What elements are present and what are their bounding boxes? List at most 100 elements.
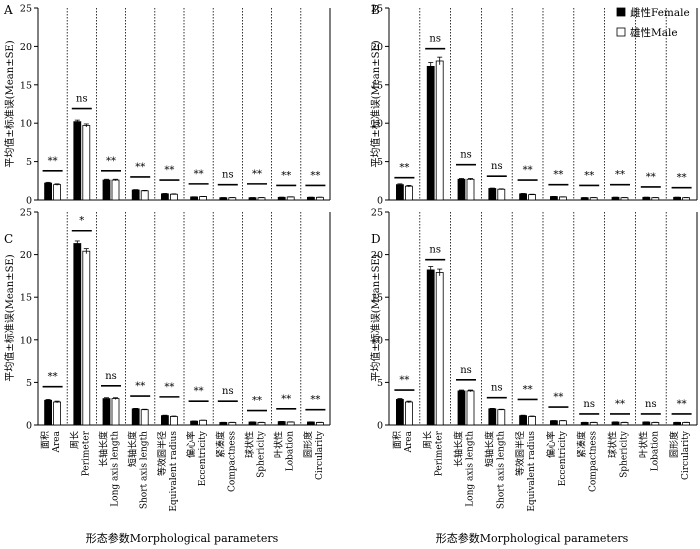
category-label-zh: 圆形度 xyxy=(302,431,314,458)
y-tick-label: 5 xyxy=(377,157,383,168)
bar-male xyxy=(228,422,237,426)
category-label-en: Short axis length xyxy=(496,431,506,509)
category-label-zh: 球状性 xyxy=(244,431,256,458)
category-label-zh: 紧凑度 xyxy=(214,431,226,458)
bar-male xyxy=(589,197,598,201)
category-label-zh: 等效圆半径 xyxy=(156,431,168,476)
bar-male xyxy=(528,194,536,201)
category-label-en: Area xyxy=(52,430,62,453)
category-label-en: Lobation xyxy=(650,431,660,471)
bar-female xyxy=(580,422,589,426)
bar-female xyxy=(248,421,257,426)
category-label-zh: 紧凑度 xyxy=(576,431,588,458)
significance-label: ** xyxy=(252,169,262,180)
bar-male xyxy=(435,60,444,201)
category-label-zh: 叶状性 xyxy=(637,431,649,458)
y-axis-title: 平均值±标准误(Mean±SE) xyxy=(369,254,382,381)
bar-male xyxy=(435,272,444,426)
category-label-en: Compactness xyxy=(589,431,599,492)
legend-swatch-male xyxy=(616,27,626,37)
category-label-en: Area xyxy=(404,430,414,453)
bar-male xyxy=(620,422,629,426)
category-label-zh: 短轴长度 xyxy=(483,431,495,467)
bar-male xyxy=(682,422,690,426)
bar-female xyxy=(611,196,620,201)
bar-female xyxy=(219,422,228,426)
y-tick-label: 20 xyxy=(371,250,383,261)
bar-female xyxy=(160,415,169,426)
bar-male xyxy=(589,422,598,426)
y-tick-label: 5 xyxy=(26,157,32,168)
category-label-en: Equivalent radius xyxy=(527,431,537,512)
bar-male xyxy=(651,422,660,426)
panel-a: A 平均值±标准误(Mean±SE) 0 5 10 15 20 25 ** ns ** ** ** ** n… xyxy=(3,3,331,207)
significance-label: * xyxy=(79,216,84,227)
y-tick-label: 15 xyxy=(371,293,383,304)
category-label-en: Perimeter xyxy=(81,430,91,476)
y-tick-label: 10 xyxy=(371,335,383,346)
panel-letter: D xyxy=(371,232,381,246)
category-label-zh: 球状性 xyxy=(607,431,619,458)
bar-male xyxy=(620,197,629,201)
legend-label-female: 雌性Female xyxy=(630,6,690,19)
significance-label: ns xyxy=(429,245,441,256)
category-label-en: Long axis length xyxy=(111,431,121,507)
category-label-en: Long axis length xyxy=(466,431,476,507)
category-label-en: Eccentricity xyxy=(198,430,208,486)
bar-female xyxy=(306,421,315,426)
bar-female xyxy=(673,422,681,426)
y-tick-label: 0 xyxy=(377,196,383,207)
bar-male xyxy=(559,420,567,426)
bar-male xyxy=(497,409,506,426)
bar-female xyxy=(550,420,558,426)
category-label-zh: 等效圆半径 xyxy=(514,431,526,476)
bar-male xyxy=(111,398,120,426)
bar-female xyxy=(488,188,497,201)
category-label-en: Circularity xyxy=(681,430,691,480)
significance-label: ** xyxy=(399,163,409,174)
category-label-zh: 周长 xyxy=(422,431,434,449)
significance-label: ns xyxy=(583,399,595,410)
legend-swatch-female xyxy=(616,7,626,17)
significance-label: ** xyxy=(677,173,687,184)
legend-label-male: 雄性Male xyxy=(630,26,678,39)
bar-female xyxy=(102,179,111,201)
bar-male xyxy=(82,125,91,201)
bar-female xyxy=(160,193,169,201)
significance-label: ** xyxy=(615,170,625,181)
significance-label: ** xyxy=(48,156,58,167)
panel-letter: B xyxy=(371,3,380,17)
bar-male xyxy=(404,401,413,426)
significance-label: ** xyxy=(194,386,204,397)
bar-female xyxy=(277,421,286,426)
category-label-zh: 偏心率 xyxy=(185,431,197,458)
bar-female xyxy=(248,197,257,201)
significance-label: ns xyxy=(491,161,503,172)
significance-label: ** xyxy=(164,382,174,393)
significance-label: ns xyxy=(429,34,441,45)
bar-male xyxy=(111,179,120,201)
y-tick-label: 10 xyxy=(20,119,32,130)
bar-male xyxy=(559,196,567,201)
category-label-en: Short axis length xyxy=(140,431,150,509)
category-label-en: Compactness xyxy=(227,431,237,492)
y-tick-label: 20 xyxy=(371,42,383,53)
category-label-en: Equivalent radius xyxy=(169,431,179,512)
significance-label: ** xyxy=(677,399,687,410)
bar-female xyxy=(306,196,315,201)
significance-label: ** xyxy=(584,170,594,181)
bar-female xyxy=(457,178,466,201)
bar-female xyxy=(550,196,558,201)
bar-male xyxy=(528,416,536,426)
significance-label: ** xyxy=(399,375,409,386)
y-tick-label: 10 xyxy=(371,119,383,130)
bar-male xyxy=(169,416,178,426)
significance-label: ** xyxy=(553,170,563,181)
bar-male xyxy=(466,390,475,426)
bar-female xyxy=(131,408,140,426)
bar-male xyxy=(682,197,690,201)
bar-female xyxy=(519,193,527,201)
bar-female xyxy=(131,189,140,201)
